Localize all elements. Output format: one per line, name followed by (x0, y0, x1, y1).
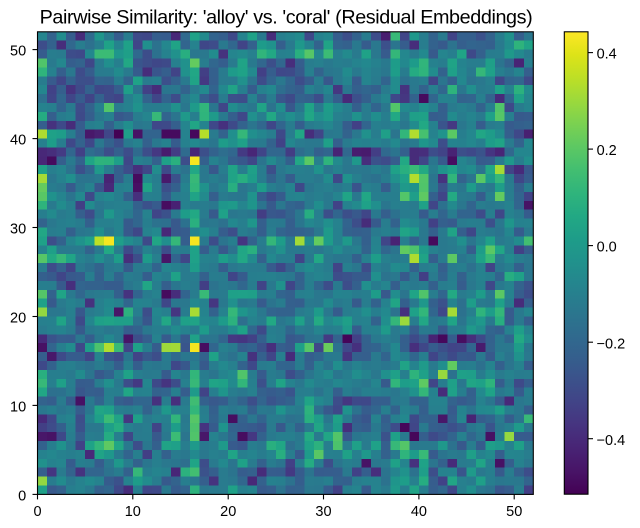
svg-text:10: 10 (125, 504, 141, 520)
svg-text:20: 20 (10, 311, 26, 327)
svg-text:40: 40 (10, 133, 26, 149)
svg-text:0.4: 0.4 (597, 47, 617, 63)
svg-text:30: 30 (10, 222, 26, 238)
svg-text:−0.4: −0.4 (597, 433, 626, 449)
svg-text:40: 40 (411, 504, 427, 520)
svg-text:50: 50 (10, 44, 26, 60)
svg-text:Pairwise Similarity: 'alloy' v: Pairwise Similarity: 'alloy' vs. 'coral'… (40, 7, 533, 29)
svg-text:0: 0 (18, 489, 26, 505)
svg-text:10: 10 (10, 400, 26, 416)
svg-text:30: 30 (315, 504, 331, 520)
svg-text:0: 0 (33, 504, 41, 520)
svg-text:−0.2: −0.2 (597, 336, 626, 352)
svg-text:0.0: 0.0 (597, 240, 617, 256)
svg-text:0.2: 0.2 (597, 143, 617, 159)
svg-text:50: 50 (506, 504, 522, 520)
svg-text:20: 20 (220, 504, 236, 520)
